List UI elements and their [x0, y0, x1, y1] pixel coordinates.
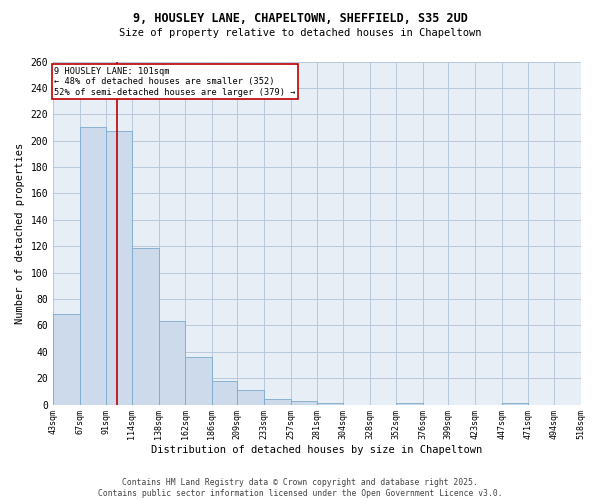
Text: Contains HM Land Registry data © Crown copyright and database right 2025.
Contai: Contains HM Land Registry data © Crown c…: [98, 478, 502, 498]
Bar: [238, 390, 264, 404]
Bar: [212, 381, 238, 404]
Text: 9, HOUSLEY LANE, CHAPELTOWN, SHEFFIELD, S35 2UD: 9, HOUSLEY LANE, CHAPELTOWN, SHEFFIELD, …: [133, 12, 467, 26]
X-axis label: Distribution of detached houses by size in Chapeltown: Distribution of detached houses by size …: [151, 445, 482, 455]
Text: 9 HOUSLEY LANE: 101sqm
← 48% of detached houses are smaller (352)
52% of semi-de: 9 HOUSLEY LANE: 101sqm ← 48% of detached…: [54, 67, 296, 96]
Bar: [53, 314, 80, 404]
Bar: [264, 400, 290, 404]
Bar: [132, 248, 158, 404]
Bar: [106, 132, 132, 404]
Bar: [158, 322, 185, 404]
Text: Size of property relative to detached houses in Chapeltown: Size of property relative to detached ho…: [119, 28, 481, 38]
Bar: [290, 400, 317, 404]
Bar: [185, 357, 212, 405]
Bar: [80, 128, 106, 404]
Y-axis label: Number of detached properties: Number of detached properties: [15, 142, 25, 324]
